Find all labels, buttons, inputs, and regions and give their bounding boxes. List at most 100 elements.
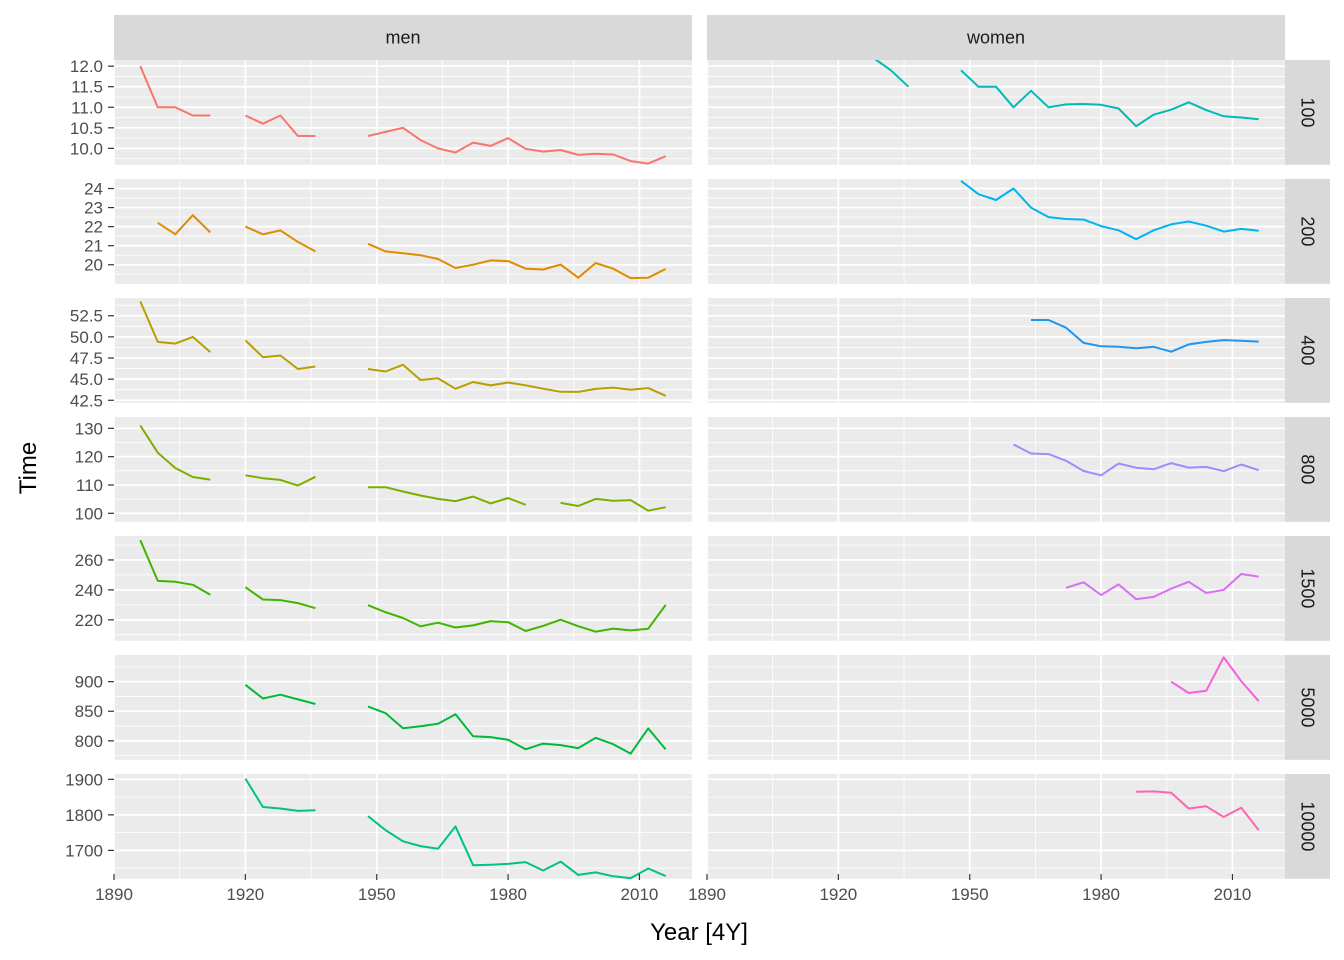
row-strip-100: 100 <box>1285 60 1330 165</box>
x-tick-label: 2010 <box>621 885 659 904</box>
y-axis-100: 10.010.5 11.011.5 12.0 <box>70 57 114 158</box>
series-line-men-400-1 <box>244 339 316 370</box>
x-tick-label: 1890 <box>95 885 133 904</box>
y-tick-label: 900 <box>75 673 103 692</box>
y-tick-label: 110 <box>76 476 103 495</box>
panel-background <box>114 536 692 641</box>
column-strip-label: women <box>966 28 1025 48</box>
series-line-women-100-0 <box>872 57 910 88</box>
strip-bg <box>707 15 1285 60</box>
strip-bg <box>1285 298 1330 403</box>
panel-background <box>114 417 692 522</box>
x-tick-label: 1980 <box>1082 885 1120 904</box>
x-tick-label: 1950 <box>951 885 989 904</box>
panel-background <box>707 60 1285 165</box>
x-tick-label: 1920 <box>226 885 264 904</box>
row-strip-label: 1500 <box>1298 568 1318 608</box>
y-tick-label: 100 <box>75 504 103 523</box>
x-tick-label: 1950 <box>358 885 396 904</box>
strip-bg <box>1285 536 1330 641</box>
panel-women-1500 <box>706 536 1285 641</box>
panel-women-800 <box>706 417 1285 522</box>
panel-background <box>707 655 1285 760</box>
y-tick-label: 220 <box>75 611 103 630</box>
row-strip-200: 200 <box>1285 179 1330 284</box>
y-tick-label: 20 <box>84 256 103 275</box>
series-line-men-1500-2 <box>367 604 667 633</box>
x-tick-label: 1890 <box>688 885 726 904</box>
series-line-men-800-0 <box>139 424 211 481</box>
series-line-men-5000-1 <box>367 705 667 755</box>
series-line-women-5000-0 <box>1170 656 1260 702</box>
y-tick-label: 21 <box>84 237 103 256</box>
row-strip-label: 10000 <box>1298 801 1318 851</box>
series-line-men-5000-0 <box>244 684 316 705</box>
series-line-women-10000-0 <box>1136 790 1260 831</box>
column-strip-men: men <box>114 15 692 60</box>
panel-background <box>114 60 692 165</box>
y-tick-label: 130 <box>75 419 103 438</box>
panel-men-1500 <box>113 536 692 641</box>
x-axis-women: 1890 1920 1950 1980 2010 <box>688 874 1251 904</box>
panel-background <box>114 655 692 760</box>
panel-men-100 <box>113 60 692 165</box>
y-tick-label: 45.0 <box>70 370 103 389</box>
series-line-women-1500-0 <box>1065 573 1259 601</box>
panel-women-400 <box>706 298 1285 403</box>
panel-background <box>707 179 1285 284</box>
series-line-men-10000-0 <box>244 778 316 812</box>
series-line-men-200-1 <box>244 225 316 253</box>
series-line-men-200-2 <box>367 242 667 280</box>
panel-background <box>707 417 1285 522</box>
panel-women-5000 <box>706 655 1285 760</box>
series-line-men-100-2 <box>367 126 667 165</box>
y-tick-label: 260 <box>75 551 103 570</box>
y-axis-10000: 1700 1800 1900 <box>65 770 114 860</box>
panel-men-400 <box>113 298 692 403</box>
series-line-men-1500-1 <box>244 586 316 610</box>
panel-women-100 <box>706 57 1285 165</box>
y-tick-label: 24 <box>84 180 103 199</box>
strip-bg <box>1285 60 1330 165</box>
series-line-men-400-2 <box>367 363 667 397</box>
series-line-men-800-2 <box>368 486 526 506</box>
row-strip-800: 800 <box>1285 417 1330 522</box>
x-tick-label: 1980 <box>489 885 527 904</box>
y-tick-label: 42.5 <box>70 391 103 410</box>
series-line-men-200-0 <box>157 214 212 236</box>
y-axis-5000: 800 850 900 <box>75 673 114 751</box>
panel-background <box>707 536 1285 641</box>
row-strip-10000: 10000 <box>1285 774 1330 879</box>
series-line-women-400-0 <box>1031 319 1259 353</box>
series-line-men-10000-1 <box>367 815 667 880</box>
y-tick-label: 120 <box>75 448 103 467</box>
series-line-women-100-1 <box>960 69 1259 128</box>
facet-panels <box>113 57 1285 880</box>
y-tick-label: 52.5 <box>70 307 103 326</box>
y-tick-label: 10.5 <box>70 119 103 138</box>
facet-strips: men women 100 200 400 800 1500 5000 10000 <box>114 15 1330 879</box>
y-tick-label: 11.0 <box>71 98 103 117</box>
y-axis-1500: 220 240 260 <box>75 551 114 630</box>
y-axis-800: 100 110 120 130 <box>75 419 114 523</box>
series-line-men-100-0 <box>139 65 211 117</box>
row-strip-5000: 5000 <box>1285 655 1330 760</box>
row-strip-label: 800 <box>1298 454 1318 484</box>
series-line-women-200-0 <box>960 180 1259 241</box>
x-axis-title: Year [4Y] <box>650 919 748 946</box>
strip-bg <box>1285 179 1330 284</box>
panel-men-10000 <box>113 774 692 880</box>
row-strip-label: 5000 <box>1298 687 1318 727</box>
x-axes: 1890 1920 1950 1980 2010 1890 1920 1950 1980 2010 <box>95 874 1251 904</box>
y-tick-label: 47.5 <box>70 349 103 368</box>
panel-background <box>707 298 1285 403</box>
row-strip-400: 400 <box>1285 298 1330 403</box>
series-line-men-1500-0 <box>139 539 211 596</box>
strip-bg <box>1285 655 1330 760</box>
strip-bg <box>1285 417 1330 522</box>
y-tick-label: 850 <box>75 702 103 721</box>
column-strip-label: men <box>385 28 420 48</box>
y-tick-label: 50.0 <box>70 328 103 347</box>
